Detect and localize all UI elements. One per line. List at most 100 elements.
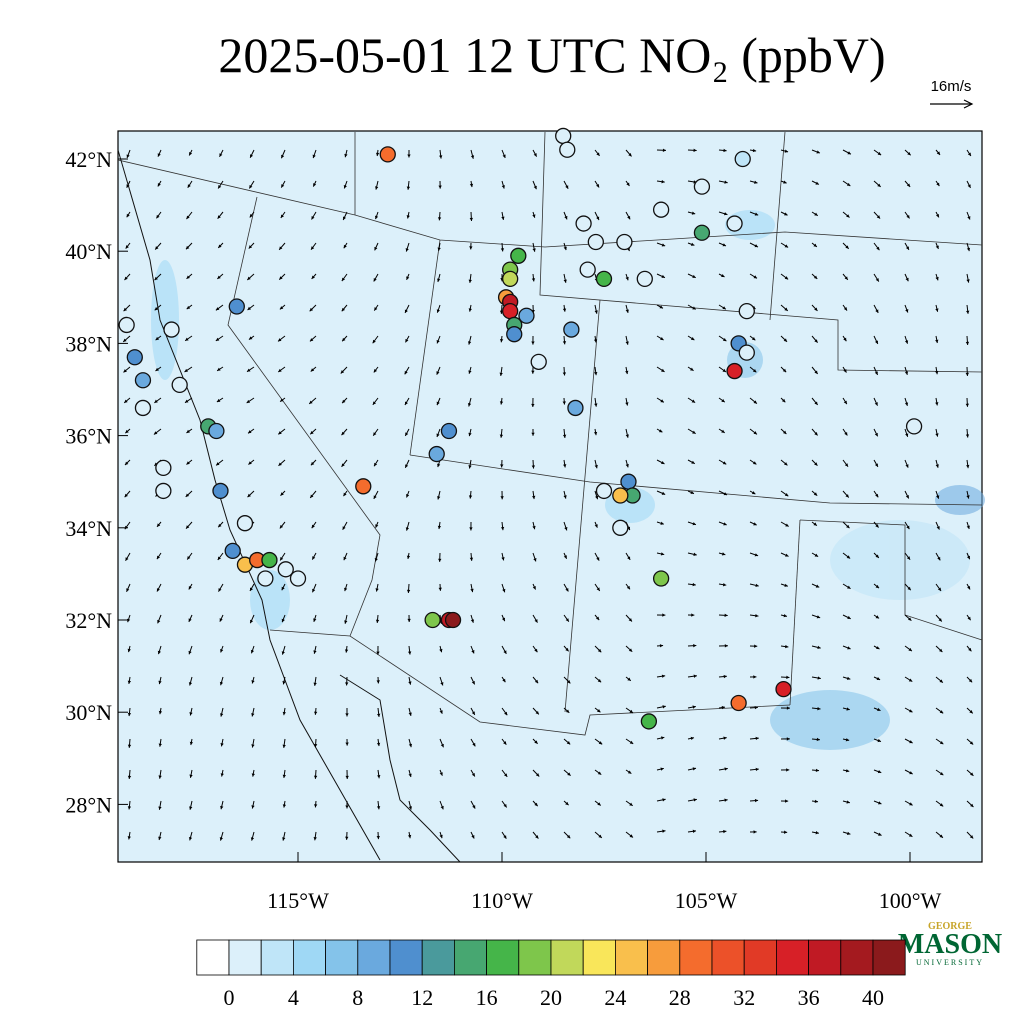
wind-arrow [185, 521, 193, 530]
station [620, 473, 637, 490]
wind-arrow [656, 490, 666, 495]
wind-arrow [251, 676, 255, 684]
wind-arrow [408, 738, 413, 748]
colorbar-box [389, 939, 423, 976]
wind-arrow [278, 459, 286, 467]
wind-arrow [656, 459, 665, 465]
wind-arrow [217, 180, 224, 189]
wind-arrow [625, 769, 632, 775]
wind-arrow [246, 397, 255, 404]
wind-arrow [718, 148, 727, 153]
wind-arrow [280, 180, 286, 188]
wind-arrow [127, 738, 132, 748]
wind-arrow [749, 736, 759, 741]
wind-arrow [376, 645, 380, 655]
wind-arrow [249, 614, 255, 624]
wind-arrow [309, 304, 317, 312]
wind-arrow [625, 211, 631, 220]
wind-arrow [935, 552, 941, 561]
wind-arrow [532, 583, 537, 590]
wind-arrow [966, 521, 970, 530]
wind-arrow [966, 676, 973, 683]
colorbar-label: 16 [476, 985, 498, 1010]
wind-arrow [718, 490, 728, 496]
wind-arrow [904, 676, 913, 682]
wind-arrow [749, 675, 757, 679]
wind-arrow [309, 490, 317, 499]
wind-arrow [469, 242, 473, 250]
wind-arrow [250, 831, 255, 841]
wind-arrow [277, 366, 286, 373]
wind-arrow [532, 645, 538, 653]
wind-arrow [158, 831, 162, 841]
wind-arrow [687, 211, 696, 215]
station [236, 515, 254, 532]
wind-arrow [404, 459, 410, 469]
wind-arrow [811, 707, 821, 711]
station [510, 247, 527, 264]
wind-arrow [219, 831, 224, 841]
wind-arrow [158, 800, 162, 810]
wind-arrow [563, 180, 569, 190]
wind-arrow [248, 242, 255, 249]
wind-arrow [687, 148, 697, 152]
wind-arrow [687, 798, 697, 802]
wind-arrow [124, 273, 131, 281]
wind-arrow [873, 273, 880, 282]
wind-arrow [842, 707, 850, 711]
wind-arrow [154, 304, 162, 311]
wind-arrow [811, 645, 821, 650]
station [126, 349, 143, 366]
wind-arrow [935, 800, 944, 807]
colorbar-box [872, 939, 906, 976]
wind-arrow [406, 583, 411, 593]
wind-arrow [625, 614, 633, 622]
wind-arrow [377, 769, 381, 779]
wind-arrow [251, 769, 255, 777]
wind-arrow [215, 304, 224, 311]
wind-arrow [935, 521, 940, 530]
colorbar-box [292, 939, 326, 976]
wind-arrow [439, 707, 443, 714]
wind-arrow [749, 705, 758, 710]
wind-arrow [469, 552, 474, 561]
wind-arrow [811, 583, 820, 588]
station [212, 482, 229, 500]
wind-arrow [718, 211, 728, 216]
wind-arrow [439, 676, 444, 686]
wind-arrow [217, 242, 224, 249]
wind-arrow [656, 180, 665, 184]
station [738, 344, 755, 361]
wind-arrow [499, 428, 504, 438]
lon-label: 105°W [675, 888, 738, 913]
wind-arrow [780, 830, 788, 834]
wind-arrow [157, 149, 162, 157]
wind-arrow [408, 800, 413, 810]
wind-arrow [531, 335, 535, 345]
wind-arrow [251, 738, 255, 748]
wind-arrow [811, 799, 819, 804]
wind-arrow [282, 831, 286, 841]
wind-arrow [966, 211, 971, 220]
wind-arrow [408, 707, 412, 716]
station [612, 487, 629, 504]
wind-arrow [407, 831, 412, 839]
station [726, 215, 743, 232]
wind-arrow [308, 397, 317, 405]
wind-arrow [842, 676, 851, 680]
wind-arrow [687, 459, 696, 465]
wind-arrow [341, 273, 348, 282]
wind-arrow [500, 521, 505, 531]
wind-arrow [470, 583, 474, 593]
wind-arrow [185, 490, 193, 498]
wind-arrow [594, 738, 603, 745]
wind-arrow [563, 552, 568, 559]
wind-arrow [563, 459, 567, 468]
wind-arrow [312, 149, 317, 159]
wind-arrow [501, 149, 506, 159]
wind-arrow [718, 273, 725, 278]
colorbar-box [518, 939, 552, 976]
wind-arrow [687, 552, 697, 556]
station [636, 270, 653, 288]
wind-arrow [718, 180, 728, 184]
